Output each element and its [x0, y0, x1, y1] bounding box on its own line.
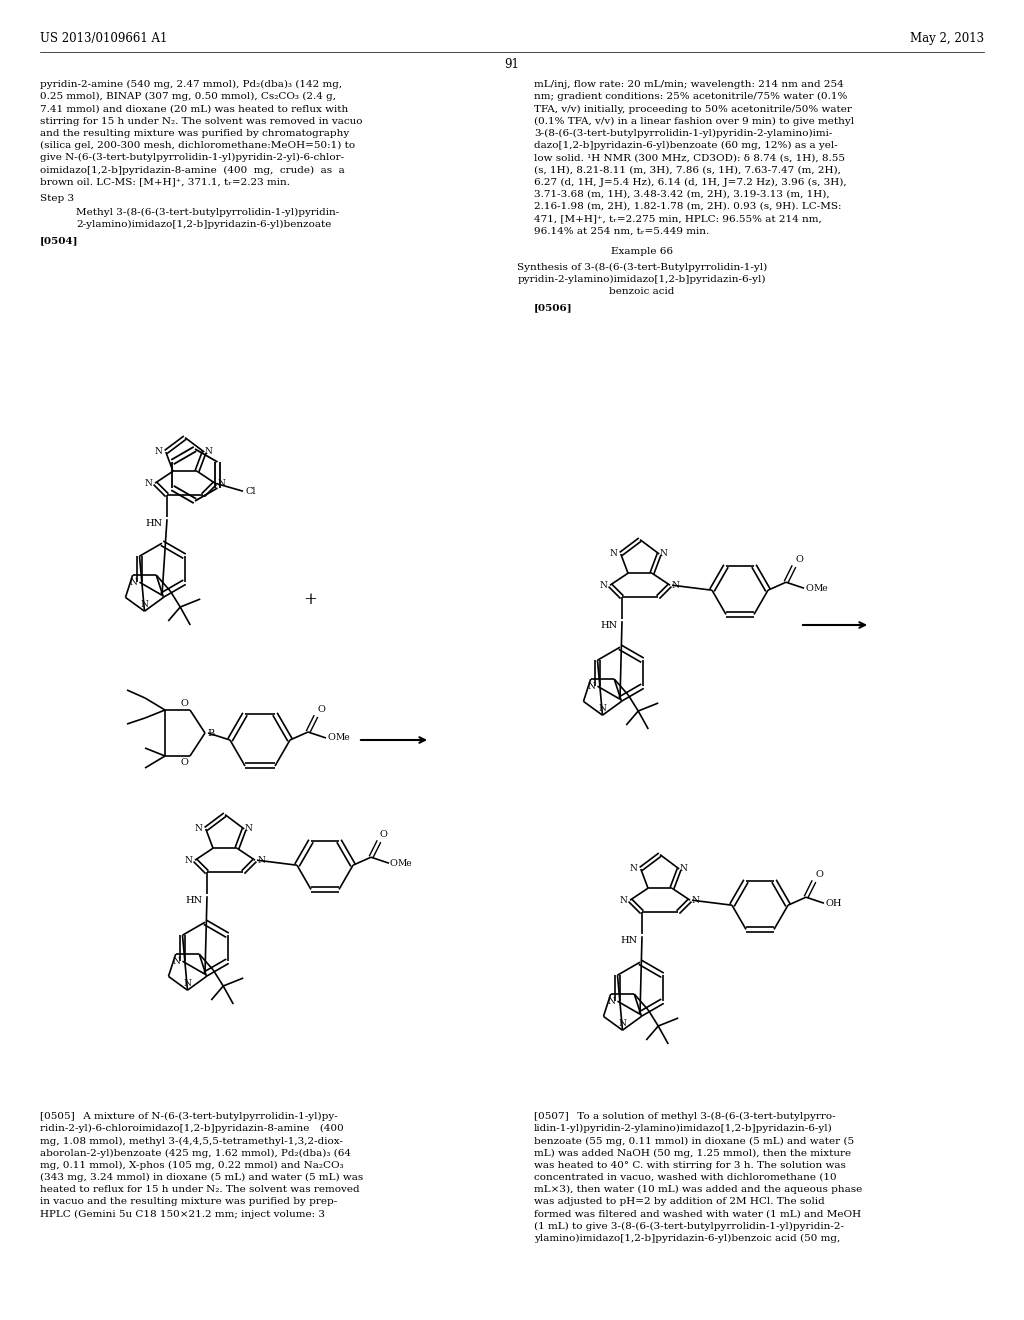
Text: (silica gel, 200-300 mesh, dichloromethane:MeOH=50:1) to: (silica gel, 200-300 mesh, dichlorometha…	[40, 141, 355, 150]
Text: and the resulting mixture was purified by chromatography: and the resulting mixture was purified b…	[40, 129, 349, 137]
Text: [0507]  To a solution of methyl 3-(8-(6-(3-tert-butylpyrro-: [0507] To a solution of methyl 3-(8-(6-(…	[534, 1111, 836, 1121]
Text: dazo[1,2-b]pyridazin-6-yl)benzoate (60 mg, 12%) as a yel-: dazo[1,2-b]pyridazin-6-yl)benzoate (60 m…	[534, 141, 838, 150]
Text: pyridin-2-ylamino)imidazo[1,2-b]pyridazin-6-yl): pyridin-2-ylamino)imidazo[1,2-b]pyridazi…	[518, 275, 766, 284]
Text: N: N	[672, 581, 680, 590]
Text: mL) was added NaOH (50 mg, 1.25 mmol), then the mixture: mL) was added NaOH (50 mg, 1.25 mmol), t…	[534, 1148, 851, 1158]
Text: N: N	[599, 581, 607, 590]
Text: HN: HN	[601, 622, 618, 630]
Text: Example 66: Example 66	[611, 247, 673, 256]
Text: 2-ylamino)imidazo[1,2-b]pyridazin-6-yl)benzoate: 2-ylamino)imidazo[1,2-b]pyridazin-6-yl)b…	[76, 220, 332, 230]
Text: O: O	[805, 583, 813, 593]
Text: aborolan-2-yl)benzoate (425 mg, 1.62 mmol), Pd₂(dba)₃ (64: aborolan-2-yl)benzoate (425 mg, 1.62 mmo…	[40, 1148, 351, 1158]
Text: N: N	[205, 446, 213, 455]
Text: Me: Me	[398, 859, 413, 867]
Text: mL/inj, flow rate: 20 mL/min; wavelength: 214 nm and 254: mL/inj, flow rate: 20 mL/min; wavelength…	[534, 81, 844, 88]
Text: was adjusted to pH=2 by addition of 2M HCl. The solid: was adjusted to pH=2 by addition of 2M H…	[534, 1197, 824, 1206]
Text: 0.25 mmol), BINAP (307 mg, 0.50 mmol), Cs₂CO₃ (2.4 g,: 0.25 mmol), BINAP (307 mg, 0.50 mmol), C…	[40, 92, 336, 102]
Text: 471, [M+H]⁺, tᵣ=2.275 min, HPLC: 96.55% at 214 nm,: 471, [M+H]⁺, tᵣ=2.275 min, HPLC: 96.55% …	[534, 214, 821, 223]
Text: O: O	[180, 700, 188, 708]
Text: HPLC (Gemini 5u C18 150×21.2 mm; inject volume: 3: HPLC (Gemini 5u C18 150×21.2 mm; inject …	[40, 1209, 325, 1218]
Text: Synthesis of 3-(8-(6-(3-tert-Butylpyrrolidin-1-yl): Synthesis of 3-(8-(6-(3-tert-Butylpyrrol…	[517, 263, 767, 272]
Text: pyridin-2-amine (540 mg, 2.47 mmol), Pd₂(dba)₃ (142 mg,: pyridin-2-amine (540 mg, 2.47 mmol), Pd₂…	[40, 81, 342, 90]
Text: (343 mg, 3.24 mmol) in dioxane (5 mL) and water (5 mL) was: (343 mg, 3.24 mmol) in dioxane (5 mL) an…	[40, 1173, 364, 1183]
Text: give N-(6-(3-tert-butylpyrrolidin-1-yl)pyridin-2-yl)-6-chlor-: give N-(6-(3-tert-butylpyrrolidin-1-yl)p…	[40, 153, 344, 162]
Text: HN: HN	[621, 936, 638, 945]
Text: N: N	[155, 446, 163, 455]
Text: N: N	[173, 957, 180, 966]
Text: O: O	[180, 758, 188, 767]
Text: nm; gradient conditions: 25% acetonitrile/75% water (0.1%: nm; gradient conditions: 25% acetonitril…	[534, 92, 848, 102]
Text: N: N	[630, 863, 638, 873]
Text: May 2, 2013: May 2, 2013	[910, 32, 984, 45]
Text: N: N	[607, 997, 615, 1006]
Text: 3.71-3.68 (m, 1H), 3.48-3.42 (m, 2H), 3.19-3.13 (m, 1H),: 3.71-3.68 (m, 1H), 3.48-3.42 (m, 2H), 3.…	[534, 190, 829, 199]
Text: N: N	[609, 549, 617, 558]
Text: N: N	[217, 479, 225, 487]
Text: B: B	[207, 729, 214, 738]
Text: O: O	[795, 556, 803, 564]
Text: TFA, v/v) initially, proceeding to 50% acetonitrile/50% water: TFA, v/v) initially, proceeding to 50% a…	[534, 104, 852, 114]
Text: 7.41 mmol) and dioxane (20 mL) was heated to reflux with: 7.41 mmol) and dioxane (20 mL) was heate…	[40, 104, 348, 114]
Text: oimidazo[1,2-b]pyridazin-8-amine  (400  mg,  crude)  as  a: oimidazo[1,2-b]pyridazin-8-amine (400 mg…	[40, 165, 345, 174]
Text: O: O	[327, 734, 335, 742]
Text: in vacuo and the resulting mixture was purified by prep-: in vacuo and the resulting mixture was p…	[40, 1197, 337, 1206]
Text: was heated to 40° C. with stirring for 3 h. The solution was: was heated to 40° C. with stirring for 3…	[534, 1160, 846, 1170]
Text: 2.16-1.98 (m, 2H), 1.82-1.78 (m, 2H). 0.93 (s, 9H). LC-MS:: 2.16-1.98 (m, 2H), 1.82-1.78 (m, 2H). 0.…	[534, 202, 842, 211]
Text: OH: OH	[825, 899, 842, 908]
Text: N: N	[659, 549, 668, 558]
Text: O: O	[380, 830, 388, 840]
Text: Me: Me	[335, 734, 349, 742]
Text: 6.27 (d, 1H, J=5.4 Hz), 6.14 (d, 1H, J=7.2 Hz), 3.96 (s, 3H),: 6.27 (d, 1H, J=5.4 Hz), 6.14 (d, 1H, J=7…	[534, 178, 847, 186]
Text: mL×3), then water (10 mL) was added and the aqueous phase: mL×3), then water (10 mL) was added and …	[534, 1185, 862, 1195]
Text: N: N	[183, 979, 191, 989]
Text: N: N	[130, 578, 137, 586]
Text: N: N	[692, 896, 699, 904]
Text: heated to reflux for 15 h under N₂. The solvent was removed: heated to reflux for 15 h under N₂. The …	[40, 1185, 359, 1195]
Text: formed was filtered and washed with water (1 mL) and MeOH: formed was filtered and washed with wate…	[534, 1209, 861, 1218]
Text: [0504]: [0504]	[40, 236, 79, 246]
Text: [0506]: [0506]	[534, 304, 572, 313]
Text: ridin-2-yl)-6-chloroimidazo[1,2-b]pyridazin-8-amine (400: ridin-2-yl)-6-chloroimidazo[1,2-b]pyrida…	[40, 1125, 344, 1134]
Text: (s, 1H), 8.21-8.11 (m, 3H), 7.86 (s, 1H), 7.63-7.47 (m, 2H),: (s, 1H), 8.21-8.11 (m, 3H), 7.86 (s, 1H)…	[534, 165, 841, 174]
Text: mg, 0.11 mmol), X-phos (105 mg, 0.22 mmol) and Na₂CO₃: mg, 0.11 mmol), X-phos (105 mg, 0.22 mmo…	[40, 1160, 344, 1170]
Text: brown oil. LC-MS: [M+H]⁺, 371.1, tᵣ=2.23 min.: brown oil. LC-MS: [M+H]⁺, 371.1, tᵣ=2.23…	[40, 178, 290, 186]
Text: [0505]  A mixture of N-(6-(3-tert-butylpyrrolidin-1-yl)py-: [0505] A mixture of N-(6-(3-tert-butylpy…	[40, 1111, 338, 1121]
Text: 96.14% at 254 nm, tᵣ=5.449 min.: 96.14% at 254 nm, tᵣ=5.449 min.	[534, 227, 710, 235]
Text: ylamino)imidazo[1,2-b]pyridazin-6-yl)benzoic acid (50 mg,: ylamino)imidazo[1,2-b]pyridazin-6-yl)ben…	[534, 1234, 841, 1243]
Text: Me: Me	[813, 583, 827, 593]
Text: N: N	[618, 1019, 627, 1028]
Text: N: N	[257, 855, 265, 865]
Text: HN: HN	[186, 896, 203, 906]
Text: low solid. ¹H NMR (300 MHz, CD3OD): δ 8.74 (s, 1H), 8.55: low solid. ¹H NMR (300 MHz, CD3OD): δ 8.…	[534, 153, 845, 162]
Text: US 2013/0109661 A1: US 2013/0109661 A1	[40, 32, 167, 45]
Text: N: N	[144, 479, 152, 487]
Text: N: N	[245, 824, 253, 833]
Text: N: N	[184, 855, 193, 865]
Text: O: O	[815, 870, 823, 879]
Text: benzoic acid: benzoic acid	[609, 288, 675, 296]
Text: N: N	[140, 601, 148, 610]
Text: N: N	[620, 896, 627, 904]
Text: HN: HN	[145, 519, 163, 528]
Text: Step 3: Step 3	[40, 194, 74, 203]
Text: lidin-1-yl)pyridin-2-ylamino)imidazo[1,2-b]pyridazin-6-yl): lidin-1-yl)pyridin-2-ylamino)imidazo[1,2…	[534, 1125, 833, 1134]
Text: 91: 91	[505, 58, 519, 71]
Text: (1 mL) to give 3-(8-(6-(3-tert-butylpyrrolidin-1-yl)pyridin-2-: (1 mL) to give 3-(8-(6-(3-tert-butylpyrr…	[534, 1222, 844, 1232]
Text: N: N	[680, 863, 687, 873]
Text: O: O	[317, 705, 325, 714]
Text: N: N	[588, 681, 596, 690]
Text: benzoate (55 mg, 0.11 mmol) in dioxane (5 mL) and water (5: benzoate (55 mg, 0.11 mmol) in dioxane (…	[534, 1137, 854, 1146]
Text: O: O	[390, 859, 398, 867]
Text: (0.1% TFA, v/v) in a linear fashion over 9 min) to give methyl: (0.1% TFA, v/v) in a linear fashion over…	[534, 116, 854, 125]
Text: stirring for 15 h under N₂. The solvent was removed in vacuo: stirring for 15 h under N₂. The solvent …	[40, 116, 362, 125]
Text: concentrated in vacuo, washed with dichloromethane (10: concentrated in vacuo, washed with dichl…	[534, 1173, 837, 1181]
Text: mg, 1.08 mmol), methyl 3-(4,4,5,5-tetramethyl-1,3,2-diox-: mg, 1.08 mmol), methyl 3-(4,4,5,5-tetram…	[40, 1137, 343, 1146]
Text: N: N	[195, 824, 203, 833]
Text: Methyl 3-(8-(6-(3-tert-butylpyrrolidin-1-yl)pyridin-: Methyl 3-(8-(6-(3-tert-butylpyrrolidin-1…	[76, 209, 339, 216]
Text: +: +	[303, 591, 317, 609]
Text: Cl: Cl	[245, 487, 256, 496]
Text: N: N	[599, 704, 606, 713]
Text: 3-(8-(6-(3-tert-butylpyrrolidin-1-yl)pyridin-2-ylamino)imi-: 3-(8-(6-(3-tert-butylpyrrolidin-1-yl)pyr…	[534, 129, 833, 137]
